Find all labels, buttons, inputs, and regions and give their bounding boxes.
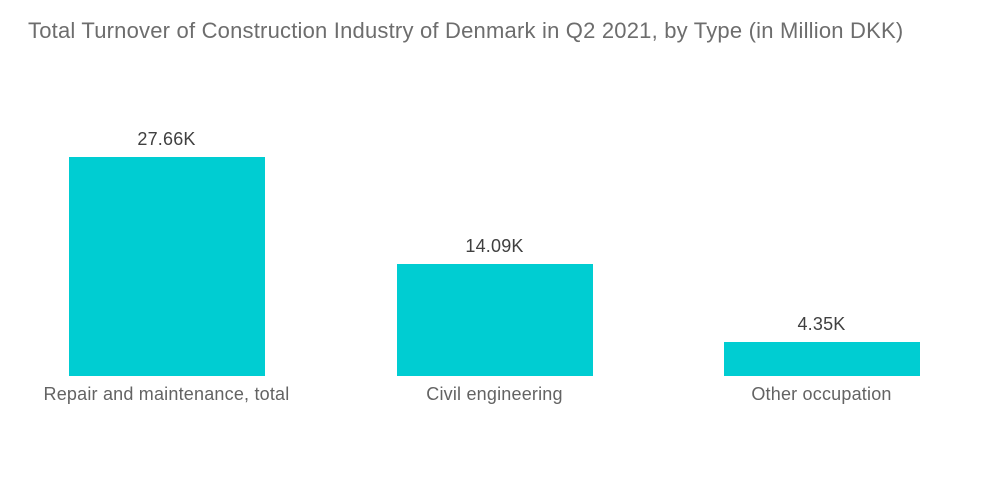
bar-repair-maintenance: [68, 157, 265, 376]
bar-group-repair-maintenance: 27.66K Repair and maintenance, total: [3, 0, 330, 420]
bar-group-other-occupation: 4.35K Other occupation: [658, 0, 985, 420]
bar-other-occupation: [723, 342, 920, 376]
bar-slot: 4.35K: [658, 0, 985, 376]
chart-title: Total Turnover of Construction Industry …: [28, 18, 904, 43]
value-label-civil-engineering: 14.09K: [465, 236, 524, 256]
category-label-civil-engineering: Civil engineering: [426, 384, 563, 404]
bar-slot: 14.09K: [331, 0, 658, 376]
bar-civil-engineering: [396, 264, 593, 376]
bar-slot: 27.66K: [3, 0, 330, 376]
category-label-repair-maintenance: Repair and maintenance, total: [43, 384, 290, 404]
category-label-other-occupation: Other occupation: [751, 384, 892, 404]
value-label-repair-maintenance: 27.66K: [137, 129, 196, 149]
bar-group-civil-engineering: 14.09K Civil engineering: [331, 0, 658, 420]
value-label-other-occupation: 4.35K: [797, 314, 846, 334]
bar-chart-plot-area: 27.66K Repair and maintenance, total 14.…: [3, 0, 987, 504]
